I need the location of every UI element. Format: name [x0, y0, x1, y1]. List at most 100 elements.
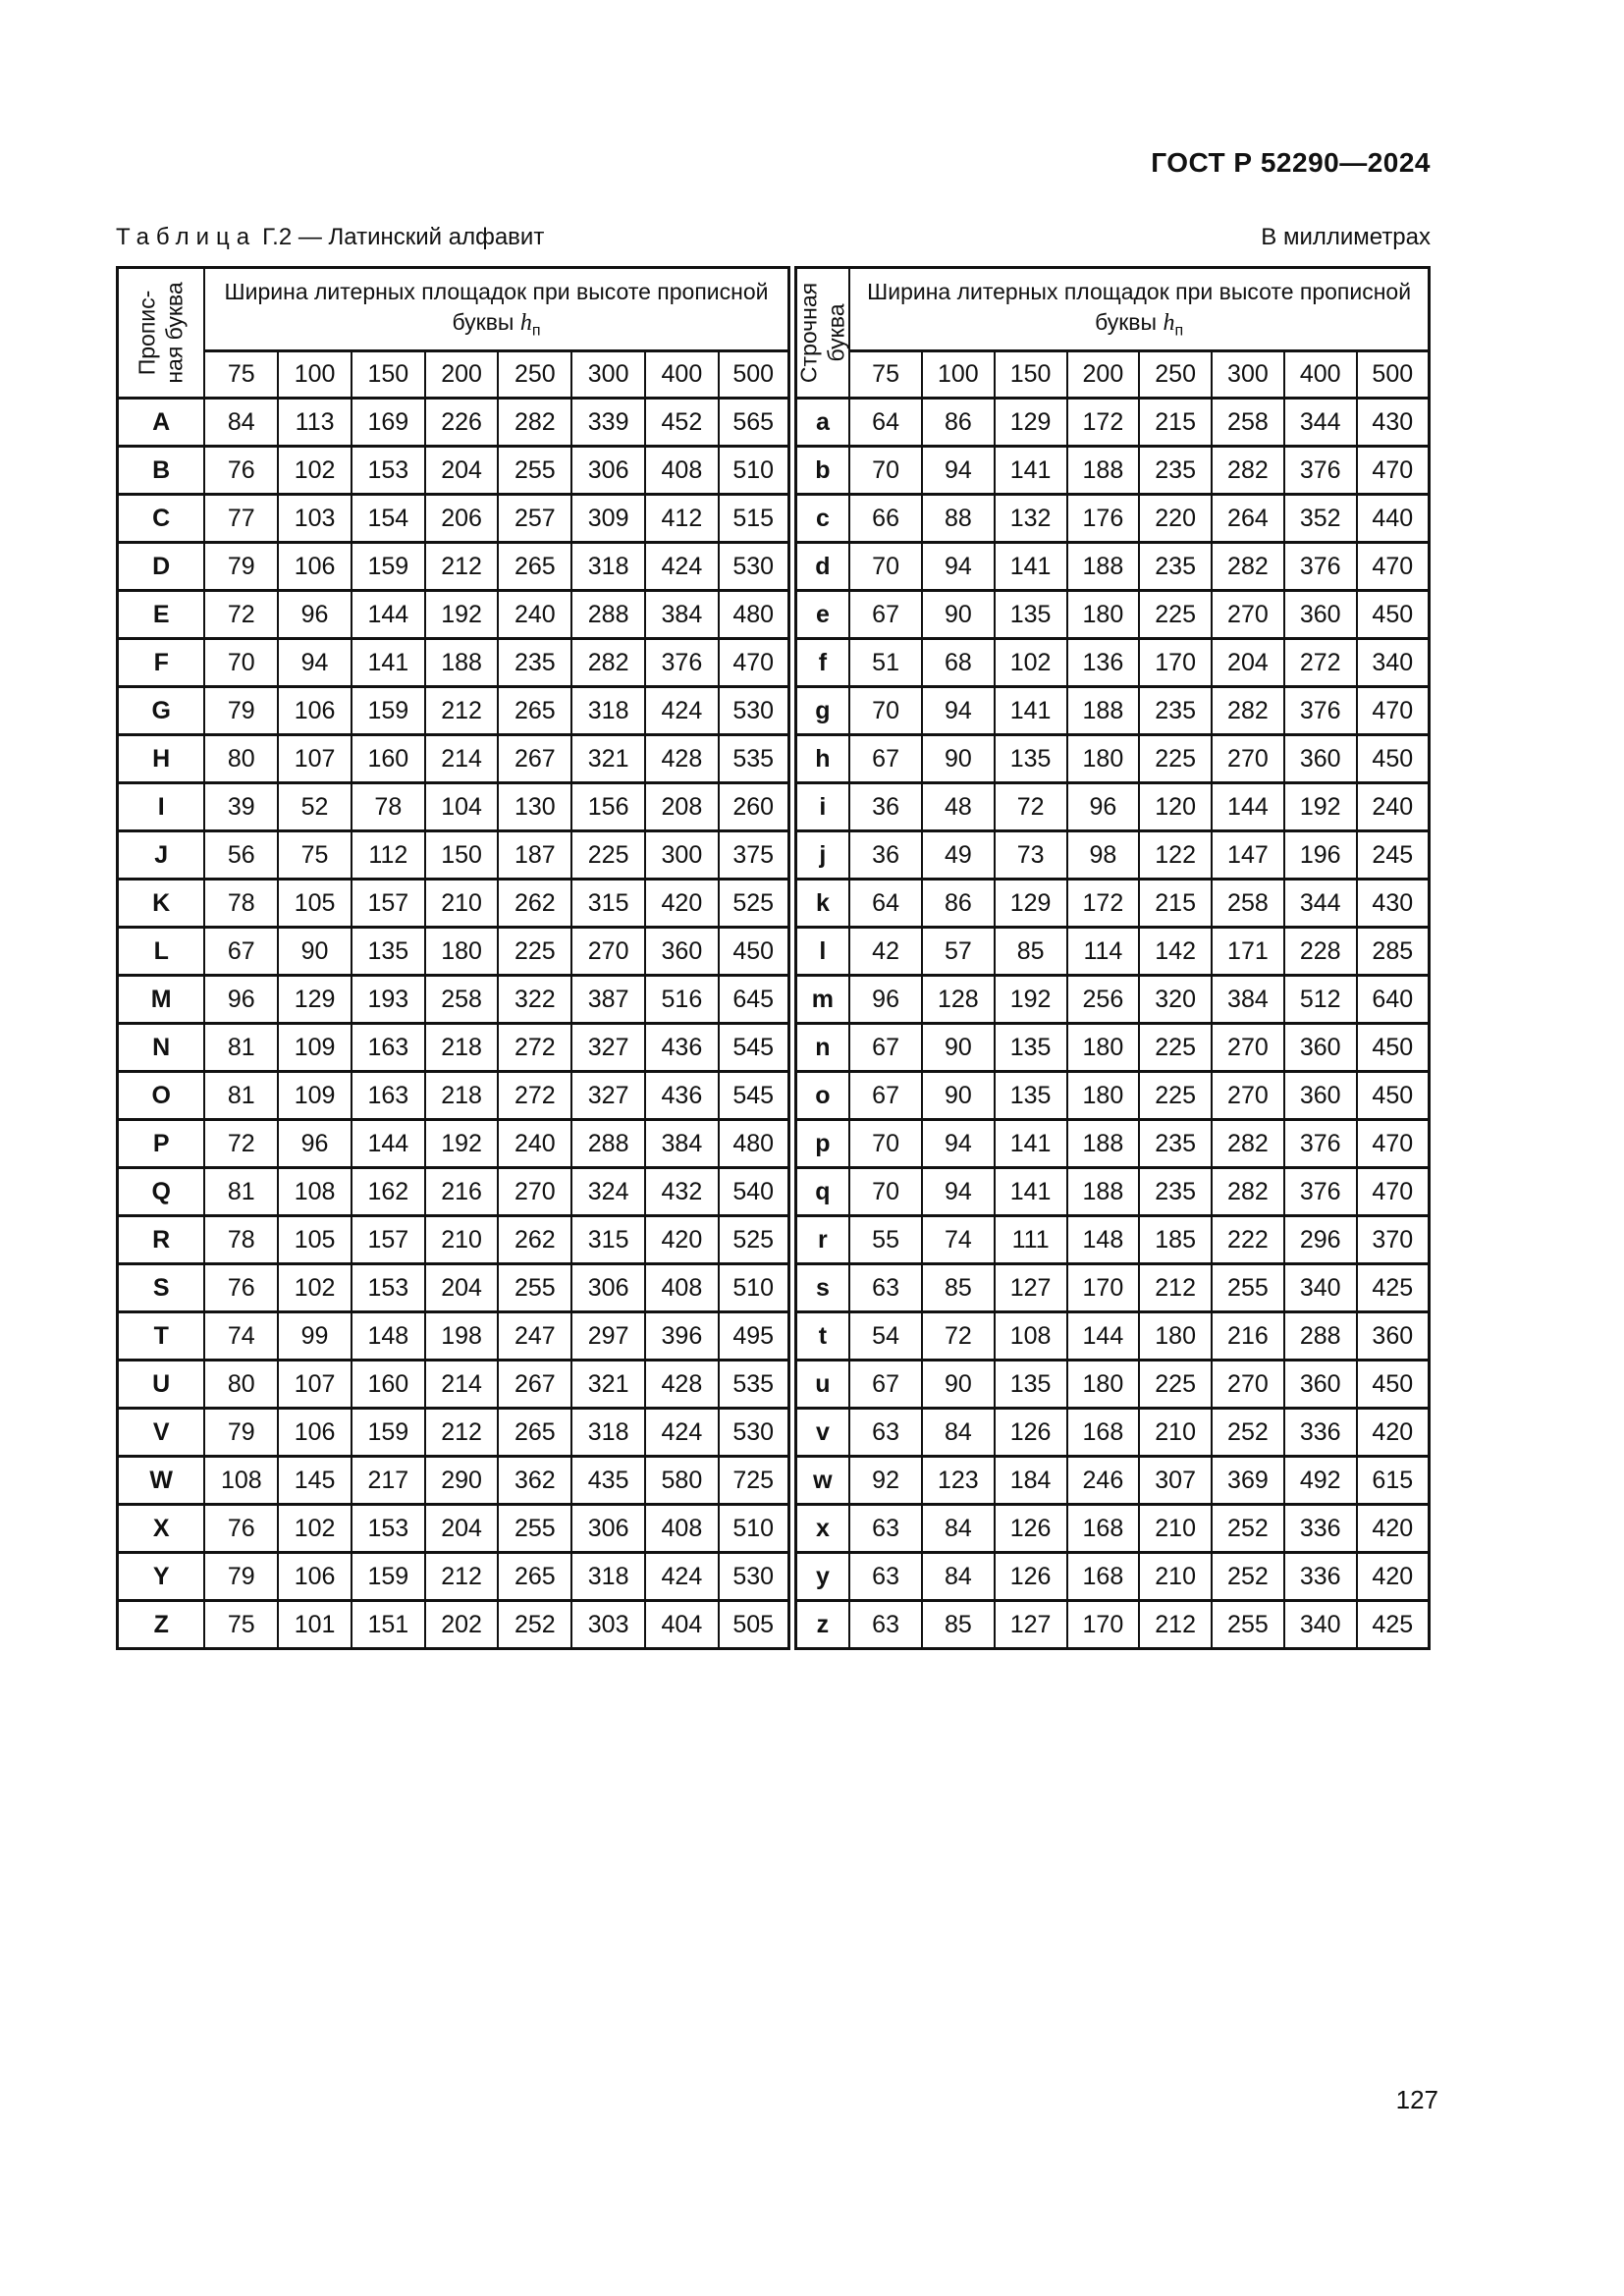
width-value-cell: 510: [717, 1503, 793, 1554]
width-value-cell: 85: [920, 1599, 996, 1650]
width-value-cell: 70: [848, 1166, 923, 1217]
width-value-cell: 384: [644, 589, 720, 640]
width-value-cell: 352: [1282, 493, 1358, 544]
lowercase-width-header: Ширина литерных площадок при высоте проп…: [848, 266, 1431, 352]
width-value-cell: 106: [277, 1407, 352, 1458]
width-value-cell: 84: [920, 1503, 996, 1554]
width-value-cell: 48: [920, 781, 996, 832]
lowercase-letter-cell: s: [786, 1262, 851, 1313]
width-value-cell: 113: [277, 397, 352, 448]
width-value-cell: 282: [1211, 541, 1285, 592]
width-value-cell: 188: [1065, 1118, 1141, 1169]
width-value-cell: 246: [1065, 1455, 1141, 1506]
width-value-cell: 318: [570, 1551, 647, 1602]
width-value-cell: 75: [203, 1599, 280, 1650]
width-value-cell: 265: [497, 1407, 573, 1458]
width-value-cell: 105: [277, 878, 352, 929]
width-value-cell: 135: [993, 1359, 1068, 1410]
width-value-cell: 188: [1065, 1166, 1141, 1217]
width-value-cell: 123: [920, 1455, 996, 1506]
width-value-cell: 109: [277, 1070, 352, 1121]
width-value-cell: 530: [717, 541, 793, 592]
width-value-cell: 344: [1282, 878, 1358, 929]
lowercase-width-header-line1: Ширина литерных площадок при высоте проп…: [867, 278, 1412, 304]
width-value-cell: 204: [423, 445, 500, 496]
width-value-cell: 63: [848, 1599, 923, 1650]
width-value-cell: 235: [1138, 541, 1214, 592]
width-value-cell: 370: [1355, 1214, 1431, 1265]
width-value-cell: 404: [644, 1599, 720, 1650]
width-value-cell: 315: [570, 1214, 647, 1265]
width-value-cell: 84: [920, 1407, 996, 1458]
width-value-cell: 309: [570, 493, 647, 544]
width-value-cell: 288: [1282, 1310, 1358, 1362]
width-value-cell: 81: [203, 1070, 280, 1121]
width-value-cell: 235: [1138, 445, 1214, 496]
width-value-cell: 180: [1065, 733, 1141, 784]
width-value-cell: 141: [993, 445, 1068, 496]
width-value-cell: 470: [1355, 685, 1431, 736]
width-value-cell: 340: [1282, 1262, 1358, 1313]
width-value-cell: 321: [570, 733, 647, 784]
width-value-cell: 360: [1282, 1070, 1358, 1121]
height-symbol: h: [1163, 309, 1175, 336]
width-value-cell: 76: [203, 1503, 280, 1554]
width-value-cell: 70: [848, 541, 923, 592]
uppercase-letter-cell: E: [116, 589, 206, 640]
width-value-cell: 74: [920, 1214, 996, 1265]
width-value-cell: 288: [570, 589, 647, 640]
width-value-cell: 188: [1065, 445, 1141, 496]
width-value-cell: 148: [350, 1310, 426, 1362]
lowercase-letter-cell: n: [786, 1022, 851, 1073]
width-value-cell: 425: [1355, 1599, 1431, 1650]
width-value-cell: 81: [203, 1022, 280, 1073]
width-value-cell: 171: [1211, 926, 1285, 977]
width-value-cell: 245: [1355, 829, 1431, 881]
width-value-cell: 160: [350, 1359, 426, 1410]
width-value-cell: 192: [993, 974, 1068, 1025]
width-value-cell: 76: [203, 445, 280, 496]
lowercase-width-header-line2: буквы hп: [1095, 309, 1183, 340]
uppercase-letter-cell: S: [116, 1262, 206, 1313]
width-value-cell: 136: [1065, 637, 1141, 688]
width-value-cell: 725: [717, 1455, 793, 1506]
width-value-cell: 127: [993, 1262, 1068, 1313]
uppercase-letter-cell: Z: [116, 1599, 206, 1650]
width-value-cell: 408: [644, 1262, 720, 1313]
width-value-cell: 108: [277, 1166, 352, 1217]
width-value-cell: 424: [644, 541, 720, 592]
table-row: C 77 103 154 206 257 309 412 515 c 66 88 132 176 220 26…: [116, 493, 1431, 544]
width-value-cell: 206: [423, 493, 500, 544]
width-value-cell: 222: [1211, 1214, 1285, 1265]
width-value-cell: 204: [423, 1503, 500, 1554]
width-value-cell: 318: [570, 541, 647, 592]
width-value-cell: 94: [920, 541, 996, 592]
width-value-cell: 262: [497, 1214, 573, 1265]
height-symbol: h: [519, 309, 532, 336]
width-value-cell: 450: [1355, 1359, 1431, 1410]
width-value-cell: 225: [570, 829, 647, 881]
uppercase-letter-cell: G: [116, 685, 206, 736]
width-value-cell: 187: [497, 829, 573, 881]
width-value-cell: 376: [1282, 1118, 1358, 1169]
uppercase-letter-cell: I: [116, 781, 206, 832]
width-value-cell: 68: [920, 637, 996, 688]
width-value-cell: 225: [1138, 1359, 1214, 1410]
width-value-cell: 135: [993, 1070, 1068, 1121]
width-value-cell: 111: [993, 1214, 1068, 1265]
width-value-cell: 126: [993, 1503, 1068, 1554]
width-value-cell: 192: [423, 1118, 500, 1169]
width-value-cell: 320: [1138, 974, 1214, 1025]
uppercase-letter-cell: O: [116, 1070, 206, 1121]
width-value-cell: 210: [423, 878, 500, 929]
width-value-cell: 255: [497, 445, 573, 496]
width-value-cell: 306: [570, 1262, 647, 1313]
uppercase-letter-cell: B: [116, 445, 206, 496]
size-header: 200: [1065, 349, 1141, 400]
lowercase-letter-cell: f: [786, 637, 851, 688]
width-value-cell: 153: [350, 445, 426, 496]
width-value-cell: 141: [350, 637, 426, 688]
width-value-cell: 112: [350, 829, 426, 881]
width-value-cell: 148: [1065, 1214, 1141, 1265]
width-value-cell: 102: [277, 445, 352, 496]
